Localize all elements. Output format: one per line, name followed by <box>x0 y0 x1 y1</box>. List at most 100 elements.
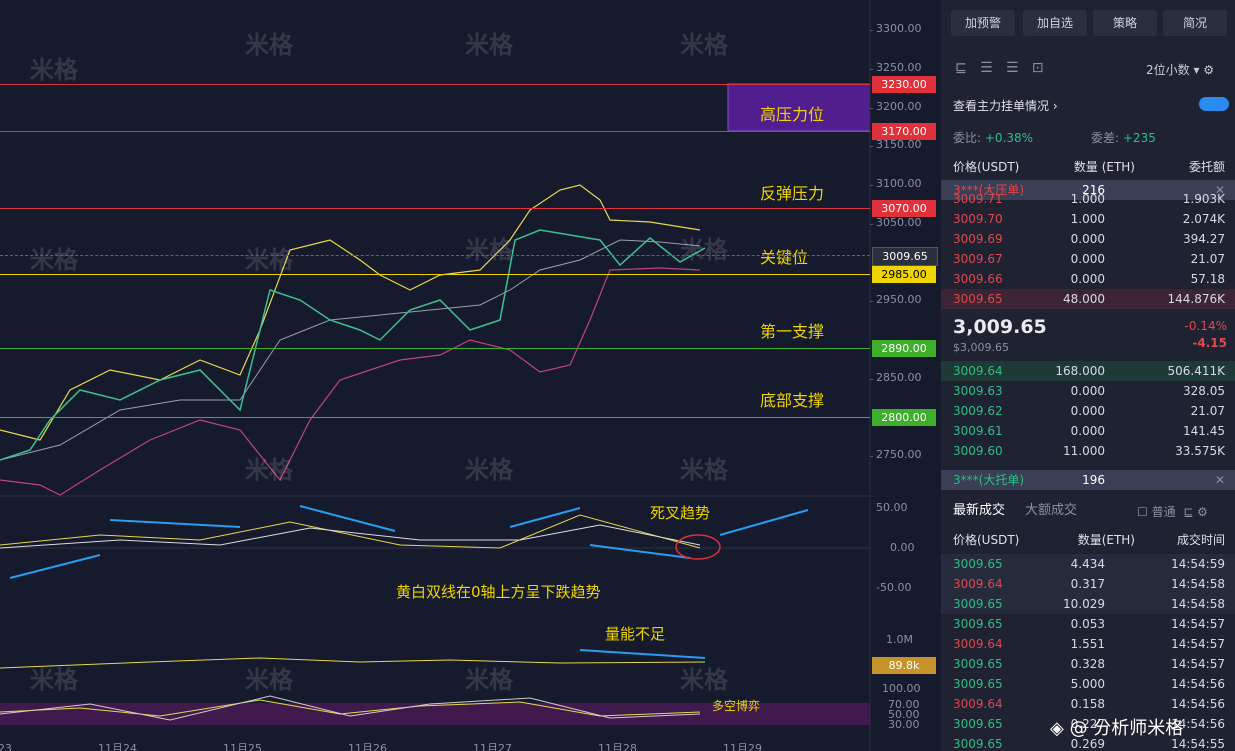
qty: 0.000 <box>1070 384 1105 398</box>
annotation: 多空博弈 <box>712 699 761 713</box>
price: 3009.64 <box>953 364 1003 378</box>
level-badge: 3230.00 <box>872 76 936 94</box>
annotation: 死叉趋势 <box>650 504 711 522</box>
button[interactable]: 加预警 <box>951 10 1015 36</box>
header-cell: 委托额 <box>1188 160 1225 174</box>
tab[interactable]: 大额成交 <box>1025 503 1078 518</box>
diff-label: 委差: <box>1091 131 1120 145</box>
ratio-label: 委比: <box>953 131 982 145</box>
watermark: 米格 <box>465 236 513 264</box>
header-cell: 价格(USDT) <box>953 160 1020 174</box>
header-cell: 价格(USDT) <box>953 533 1020 547</box>
button[interactable]: 策略 <box>1093 10 1157 36</box>
x-tick-label: 11月25 <box>223 742 262 751</box>
price: 3009.61 <box>953 424 1003 438</box>
time: 14:54:56 <box>1171 697 1225 711</box>
macd-tick: 0.00 <box>890 541 915 554</box>
trade-row: 3009.65 10.029 14:54:58 <box>941 594 1235 614</box>
bid-banner: 3***(大托单) 196 ✕ <box>941 470 1235 490</box>
diff: 委差: +235 <box>1091 129 1156 146</box>
osc-tick: 70.00 <box>888 698 920 711</box>
last-price-line <box>0 254 870 256</box>
amount: 2.074K <box>1182 212 1225 226</box>
tab[interactable]: 最新成交 <box>953 503 1006 518</box>
trend-arrows <box>9 505 809 659</box>
ratio-value: +0.38% <box>984 131 1034 145</box>
book-row: 3009.65 48.000 144.876K <box>941 289 1235 309</box>
x-tick-label: 11月26 <box>348 742 387 751</box>
annotation: 关键位 <box>760 248 809 267</box>
depth-link[interactable]: 查看主力挂单情况 › <box>953 99 1058 113</box>
price: 3009.64 <box>953 697 1003 711</box>
decimals-text: 2位小数 <box>1146 63 1190 77</box>
ask-banner: 3***(大压单) 216 ✕ <box>941 180 1235 200</box>
qty: 168.000 <box>1055 364 1105 378</box>
level-badge: 3170.00 <box>872 122 936 140</box>
level-badge: 2800.00 <box>872 409 936 427</box>
watermark: 米格 <box>245 456 293 484</box>
osc-tick: 30.00 <box>888 718 920 731</box>
book-row: 3009.63 0.000 328.05 <box>941 381 1235 401</box>
normal-filter[interactable]: ☐ 普通 ⊑ ⚙ <box>1137 505 1208 519</box>
y-tick-label: 3050.00 <box>876 215 922 229</box>
order-panel: 加预警 加自选 策略 简况 ⊑ ☰ ☰ ⊡ 2位小数 ▾ ⚙ 查看主力挂单情况 … <box>941 0 1235 751</box>
price: 3009.60 <box>953 444 1003 458</box>
cross-marker <box>675 534 721 560</box>
y-tick-label: 3200.00 <box>876 99 922 113</box>
amount: 506.411K <box>1167 364 1226 378</box>
amount: 1.903K <box>1182 192 1225 206</box>
watermark: 米格 <box>680 31 728 59</box>
tick-mark <box>870 223 873 225</box>
last-price: 3,009.65 <box>953 316 1047 338</box>
price: 3009.67 <box>953 252 1003 266</box>
level-line <box>0 208 870 210</box>
book-row: 3009.61 0.000 141.45 <box>941 421 1235 441</box>
diff-value: +235 <box>1122 131 1156 145</box>
level-line <box>0 347 870 349</box>
qty: 11.000 <box>1063 444 1105 458</box>
qty: 0.000 <box>1070 272 1105 286</box>
tick-mark <box>870 378 873 380</box>
amount: 144.876K <box>1167 292 1226 306</box>
price: 3009.70 <box>953 212 1003 226</box>
qty: 48.000 <box>1063 292 1105 306</box>
x-tick-label: 11月29 <box>723 742 762 751</box>
level-badge: 2890.00 <box>872 339 936 357</box>
watermark: 米格 <box>680 456 728 484</box>
price: 3009.65 <box>953 557 1003 571</box>
qty: 0.000 <box>1070 232 1105 246</box>
tick-mark <box>870 68 873 70</box>
trade-row: 3009.65 0.227 14:54:56 <box>941 714 1235 734</box>
y-tick-label: 2950.00 <box>876 293 922 307</box>
qty: 0.227 <box>1070 717 1105 731</box>
qty: 0.000 <box>1070 404 1105 418</box>
button[interactable]: 简况 <box>1163 10 1227 36</box>
watermark: 米格 <box>245 246 293 274</box>
toggle[interactable] <box>1199 97 1229 111</box>
watermark: 米格 <box>245 666 293 694</box>
credit: ◈ @ 分析师米格 <box>1050 718 1184 739</box>
trade-row: 3009.64 0.317 14:54:58 <box>941 574 1235 594</box>
time: 14:54:55 <box>1171 737 1225 751</box>
depth-link-text: 查看主力挂单情况 <box>953 99 1050 113</box>
watermark: 米格 <box>680 666 728 694</box>
price: 3009.65 <box>953 737 1003 751</box>
book-row: 3009.71 1.000 1.903K <box>941 189 1235 209</box>
time: 14:54:57 <box>1171 637 1225 651</box>
level-line <box>0 417 870 419</box>
price: 3009.69 <box>953 232 1003 246</box>
watermark: 米格 <box>680 236 728 264</box>
header-cell: 成交时间 <box>1176 533 1225 547</box>
header-cell: 数量(ETH) <box>1077 533 1135 547</box>
button[interactable]: 加自选 <box>1023 10 1087 36</box>
banner-label: 3***(大压单) <box>953 183 1024 197</box>
y-tick-label: 2750.00 <box>876 447 922 461</box>
watermark: 米格 <box>465 456 513 484</box>
decimals[interactable]: 2位小数 ▾ ⚙ <box>1146 63 1215 77</box>
tick-mark <box>870 455 873 457</box>
trade-row: 3009.64 1.551 14:54:57 <box>941 634 1235 654</box>
qty: 1.000 <box>1070 212 1105 226</box>
view-icons[interactable]: ⊑ ☰ ☰ ⊡ <box>955 60 1044 76</box>
annotation: 底部支撑 <box>760 391 825 410</box>
